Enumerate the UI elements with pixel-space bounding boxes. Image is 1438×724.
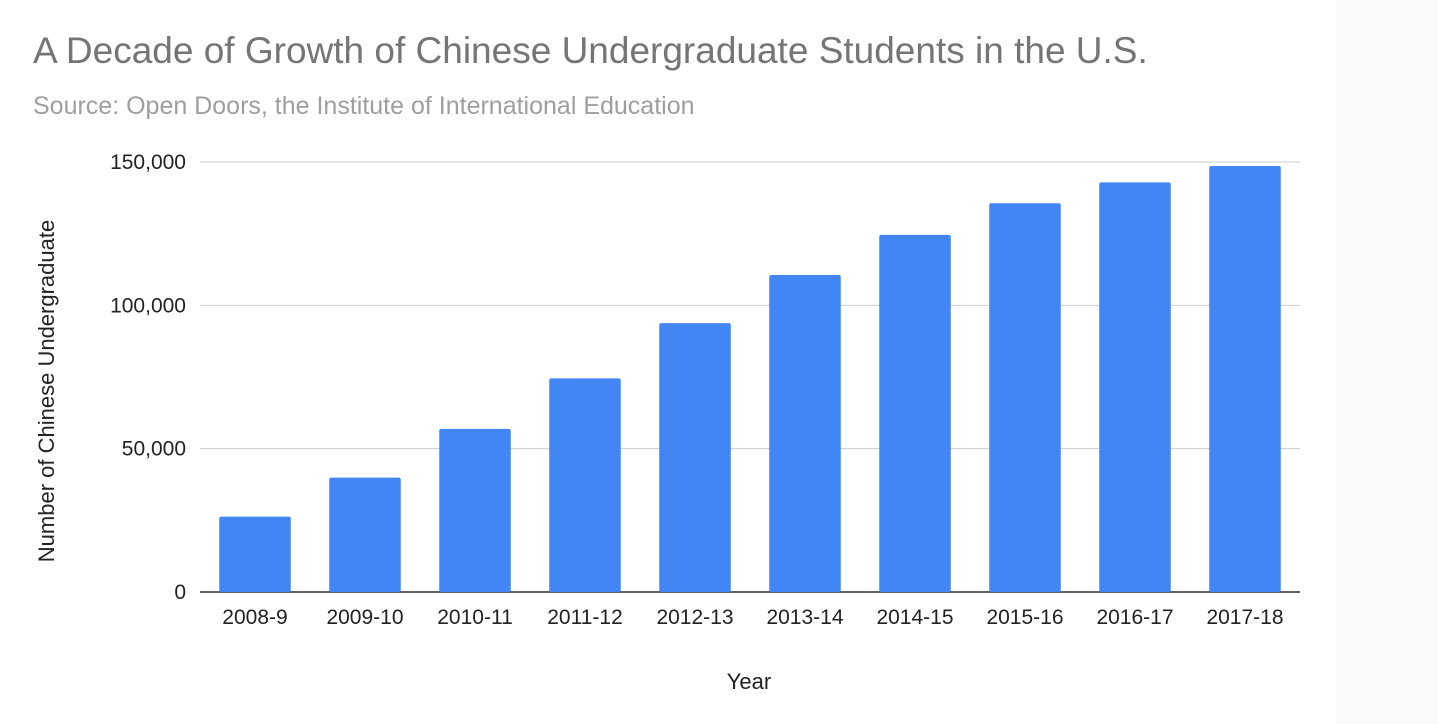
bar[interactable] [769, 274, 841, 592]
x-tick-labels: 2008-9 2009-10 2010-11 2011-12 2012-13 2013-1… [222, 606, 1283, 629]
y-tick-label: 100,000 [110, 294, 186, 317]
y-axis-title: Number of Chinese Undergraduate [34, 220, 59, 562]
x-tick-label: 2015-16 [986, 606, 1063, 629]
x-tick-label: 2009-10 [326, 606, 403, 629]
bar[interactable] [659, 323, 731, 592]
y-tick-label: 150,000 [110, 151, 186, 174]
x-tick-label: 2008-9 [222, 606, 287, 629]
x-tick-label: 2013-14 [766, 606, 843, 629]
side-panel [1336, 0, 1438, 724]
x-tick-label: 2010-11 [437, 606, 513, 629]
bar[interactable] [1209, 166, 1281, 592]
y-tick-labels: 0 50,000 100,000 150,000 [110, 151, 186, 604]
bar[interactable] [219, 516, 291, 592]
bar[interactable] [1099, 182, 1171, 592]
bar[interactable] [439, 428, 511, 592]
x-tick-label: 2011-12 [547, 606, 623, 629]
x-axis-title: Year [727, 669, 771, 694]
bars [219, 166, 1281, 592]
chart-title: A Decade of Growth of Chinese Undergradu… [33, 30, 1148, 71]
bar[interactable] [879, 234, 951, 592]
y-tick-label: 50,000 [122, 438, 186, 461]
y-tick-label: 0 [174, 581, 186, 604]
bar-chart: 0 50,000 100,000 150,000 2008-9 2009-10 2010-… [34, 151, 1300, 694]
chart-subtitle: Source: Open Doors, the Institute of Int… [33, 92, 695, 120]
bar[interactable] [989, 203, 1061, 592]
x-tick-label: 2016-17 [1096, 606, 1173, 629]
x-tick-label: 2017-18 [1206, 606, 1283, 629]
x-tick-label: 2012-13 [656, 606, 733, 629]
bar[interactable] [549, 378, 621, 592]
x-tick-label: 2014-15 [876, 606, 953, 629]
bar[interactable] [329, 477, 401, 592]
